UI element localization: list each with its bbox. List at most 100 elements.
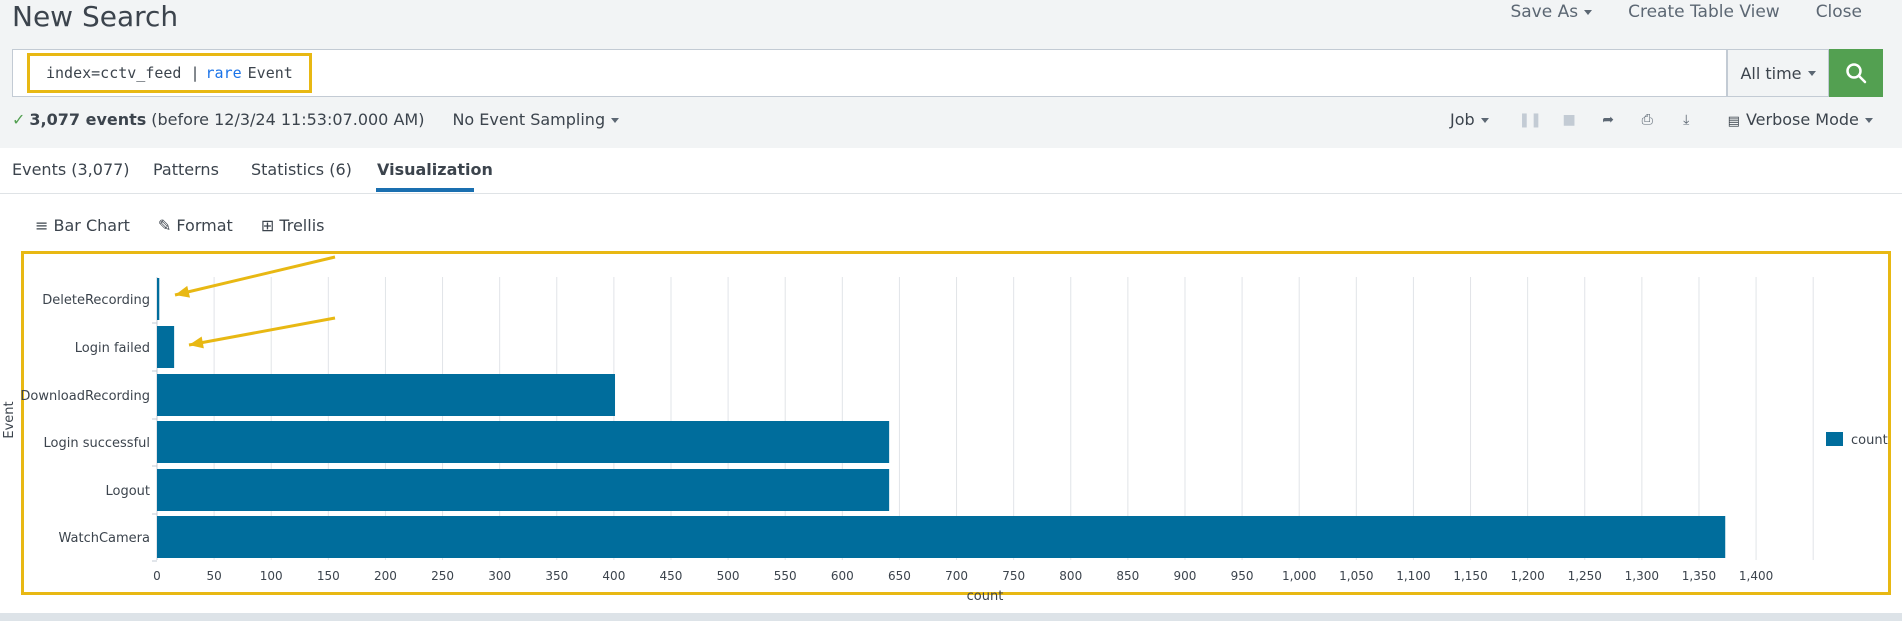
x-tick-label: 700 <box>945 569 968 583</box>
bar <box>157 374 616 416</box>
search-status: ✓ 3,077 events (before 12/3/24 11:53:07.… <box>12 110 620 129</box>
x-tick-label: 900 <box>1174 569 1197 583</box>
export-icon[interactable]: ⤓ <box>1683 111 1690 128</box>
search-mode-icon: ▤ <box>1727 114 1740 129</box>
brush-icon: ✎ <box>157 216 177 235</box>
x-tick-label: 0 <box>153 569 161 583</box>
y-tick-label: DeleteRecording <box>42 293 150 308</box>
x-tick-label: 1,000 <box>1282 569 1316 583</box>
event-sampling-dropdown[interactable]: No Event Sampling <box>452 110 620 129</box>
page-title: New Search <box>12 0 179 33</box>
bar-chart-label: Bar Chart <box>53 216 130 235</box>
search-mode-menu[interactable]: ▤ Verbose Mode <box>1728 110 1873 129</box>
x-tick-label: 1,150 <box>1453 569 1487 583</box>
bar <box>157 421 890 463</box>
annotation-arrowhead <box>175 285 191 298</box>
event-sampling-label: No Event Sampling <box>452 110 606 129</box>
x-tick-label: 350 <box>545 569 568 583</box>
save-as-label: Save As <box>1510 2 1579 22</box>
x-tick-label: 500 <box>717 569 740 583</box>
x-tick-label: 1,400 <box>1739 569 1773 583</box>
before-timestamp: (before 12/3/24 11:53:07.000 AM) <box>151 110 425 129</box>
search-input[interactable]: index=cctv_feed | rare Event <box>12 49 1727 97</box>
tab-events[interactable]: Events (3,077) <box>12 160 130 179</box>
x-tick-label: 100 <box>260 569 283 583</box>
x-tick-label: 250 <box>431 569 454 583</box>
top-actions: Save As Create Table View Close <box>1510 2 1862 22</box>
time-range-picker[interactable]: All time <box>1727 49 1829 97</box>
trellis-icon: ⊞ <box>260 216 280 235</box>
tab-visualization[interactable]: Visualization <box>377 160 493 179</box>
search-header: New Search Save As Create Table View Clo… <box>0 0 1902 148</box>
x-tick-label: 800 <box>1059 569 1082 583</box>
active-tab-indicator <box>376 188 474 192</box>
search-icon <box>1846 63 1867 84</box>
x-tick-label: 300 <box>488 569 511 583</box>
events-count: 3,077 events <box>29 110 147 129</box>
x-tick-label: 1,250 <box>1568 569 1602 583</box>
time-range-label: All time <box>1740 63 1802 83</box>
search-query-highlight[interactable]: index=cctv_feed | rare Event <box>27 53 312 93</box>
check-icon: ✓ <box>12 110 26 129</box>
bar-chart-icon: ≡ <box>35 216 54 235</box>
x-tick-label: 950 <box>1231 569 1254 583</box>
bar <box>157 278 160 320</box>
annotation-arrowhead <box>189 336 204 349</box>
share-icon[interactable]: ➦ <box>1602 111 1615 128</box>
tab-patterns[interactable]: Patterns <box>153 160 219 179</box>
x-tick-label: 750 <box>1002 569 1025 583</box>
bar <box>157 516 1726 558</box>
results-tabs: Events (3,077) Patterns Statistics (6) V… <box>0 148 1902 194</box>
chevron-down-icon <box>1584 9 1593 15</box>
tab-statistics[interactable]: Statistics (6) <box>251 160 352 179</box>
stop-icon[interactable]: ■ <box>1562 111 1576 128</box>
pause-icon[interactable]: ❚❚ <box>1518 111 1542 128</box>
x-tick-label: 1,300 <box>1625 569 1659 583</box>
chevron-down-icon <box>611 118 620 123</box>
close-link[interactable]: Close <box>1815 2 1862 22</box>
save-as-menu[interactable]: Save As <box>1510 2 1593 22</box>
x-tick-label: 1,200 <box>1510 569 1544 583</box>
x-tick-label: 1,350 <box>1682 569 1716 583</box>
y-tick-label: WatchCamera <box>59 531 151 546</box>
print-icon[interactable]: ⎙ <box>1641 111 1653 128</box>
x-tick-label: 50 <box>206 569 221 583</box>
chevron-down-icon <box>1807 70 1816 76</box>
annotation-arrow <box>188 316 336 347</box>
annotation-arrow <box>174 255 336 297</box>
y-tick-label: Login successful <box>44 436 150 451</box>
bar <box>157 469 890 511</box>
y-axis-label: Event <box>2 401 17 438</box>
y-tick-label: Login failed <box>75 341 150 356</box>
legend-swatch <box>1826 432 1843 446</box>
query-command: rare <box>205 64 242 82</box>
format-label: Format <box>176 216 233 235</box>
y-tick-label: DownloadRecording <box>20 389 150 404</box>
x-tick-label: 650 <box>888 569 911 583</box>
job-menu[interactable]: Job <box>1450 110 1489 129</box>
x-tick-label: 1,100 <box>1396 569 1430 583</box>
search-mode-label: Verbose Mode <box>1745 110 1859 129</box>
x-tick-label: 600 <box>831 569 854 583</box>
bar <box>157 326 175 368</box>
job-toolbar: Job ❚❚ ■ ➦ ⎙ ⤓ ▤ Verbose Mode <box>1450 110 1873 129</box>
x-tick-label: 1,050 <box>1339 569 1373 583</box>
create-table-view-link[interactable]: Create Table View <box>1628 2 1780 22</box>
x-tick-label: 850 <box>1116 569 1139 583</box>
bar-chart-menu[interactable]: ≡ Bar Chart <box>35 216 130 235</box>
y-tick-label: Logout <box>105 484 150 499</box>
trellis-menu[interactable]: ⊞ Trellis <box>261 216 325 235</box>
legend-label: count <box>1851 433 1888 448</box>
x-tick-label: 550 <box>774 569 797 583</box>
chevron-down-icon <box>1864 118 1873 123</box>
chart-highlight-frame <box>21 251 1891 595</box>
bottom-strip <box>0 613 1902 621</box>
x-axis-label: count <box>967 589 1004 604</box>
format-menu[interactable]: ✎ Format <box>158 216 233 235</box>
query-suffix: Event <box>247 64 293 82</box>
query-prefix: index=cctv_feed | <box>46 64 200 82</box>
x-tick-label: 400 <box>602 569 625 583</box>
visualization-toolbar: ≡ Bar Chart ✎ Format ⊞ Trellis <box>35 216 324 235</box>
search-button[interactable] <box>1829 49 1883 97</box>
